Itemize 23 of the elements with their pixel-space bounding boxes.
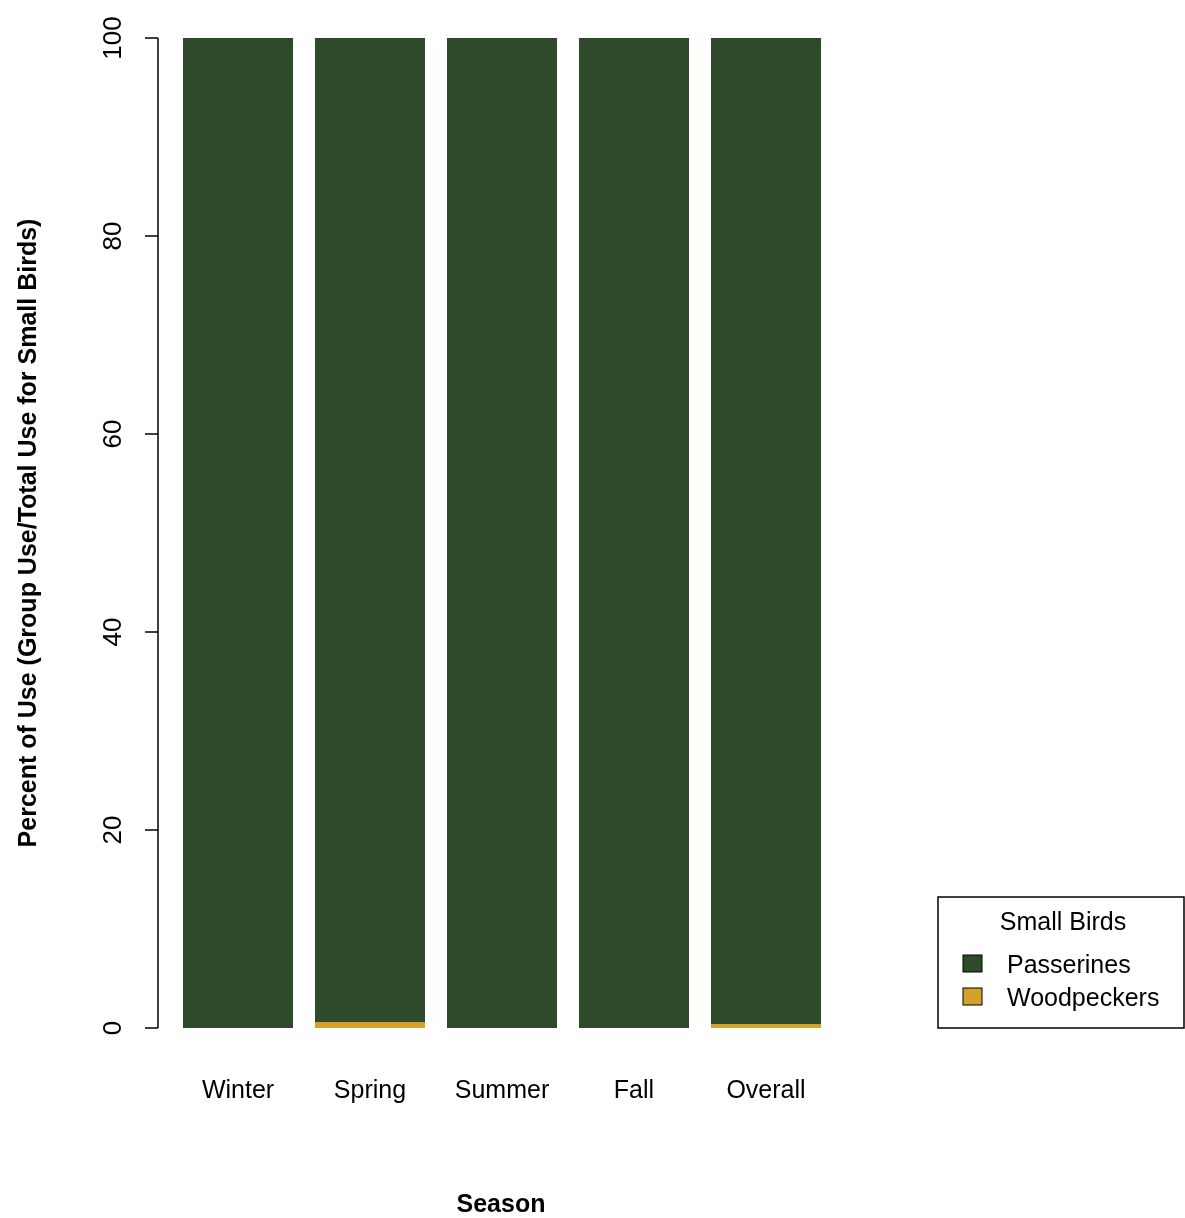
y-tick-label: 60 bbox=[97, 419, 128, 449]
x-axis-title: Season bbox=[456, 1189, 546, 1217]
legend-title: Small Birds bbox=[999, 907, 1127, 935]
bar bbox=[711, 1024, 821, 1028]
text: Passerines bbox=[1007, 950, 1131, 978]
y-tick-label: 20 bbox=[97, 815, 128, 845]
x-tick-label: Spring bbox=[333, 1075, 407, 1103]
bar bbox=[315, 1022, 425, 1028]
y-tick-label: 100 bbox=[97, 16, 128, 60]
x-tick-label: Summer bbox=[454, 1075, 550, 1103]
x-tick-label: Fall bbox=[613, 1075, 655, 1103]
bar bbox=[579, 38, 689, 1028]
x-tick-label: Overall bbox=[726, 1075, 806, 1103]
bar bbox=[315, 38, 425, 1023]
bar bbox=[447, 38, 557, 1028]
y-tick-label: 0 bbox=[97, 1020, 128, 1036]
y-tick-label: 80 bbox=[97, 221, 128, 251]
bar bbox=[183, 38, 293, 1028]
bar bbox=[711, 38, 821, 1025]
y-tick-label: 40 bbox=[97, 617, 128, 647]
legend-label: Woodpeckers bbox=[1007, 983, 1160, 1011]
y-axis-title: Percent of Use (Group Use/Total Use for Small Birds) bbox=[13, 218, 41, 848]
x-tick-label: Winter bbox=[201, 1075, 275, 1103]
